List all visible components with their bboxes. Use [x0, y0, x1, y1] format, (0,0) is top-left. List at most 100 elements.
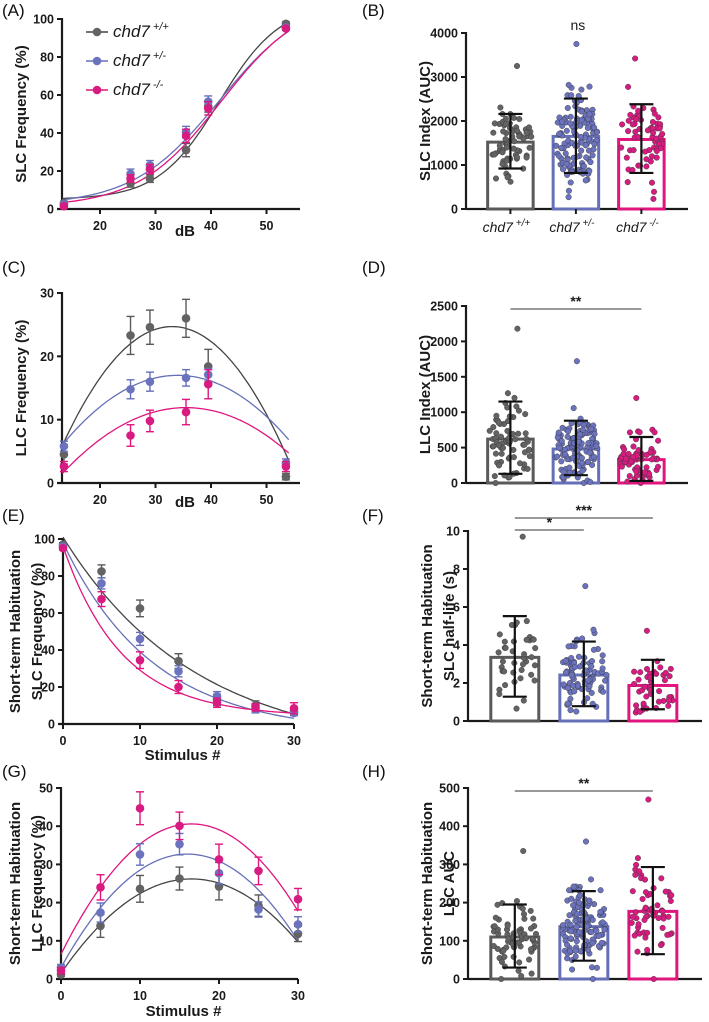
y-tick-label: 0	[453, 715, 460, 729]
data-point-wt	[514, 154, 521, 161]
data-point-het	[560, 681, 567, 688]
y-tick-label: 2500	[430, 300, 458, 314]
y-tick-label: 20	[39, 896, 53, 910]
data-point-het	[554, 453, 561, 460]
data-point-mut	[655, 114, 662, 121]
data-point-het	[570, 405, 577, 412]
data-point-het	[579, 459, 586, 466]
data-point-wt	[526, 144, 533, 151]
data-point-mut	[659, 130, 666, 137]
data-point-het	[254, 905, 263, 914]
data-point-wt	[491, 923, 498, 930]
data-point-mut	[643, 156, 650, 163]
data-point-het	[583, 838, 590, 845]
data-point-mut	[643, 627, 650, 634]
fit-curve-wt	[61, 325, 290, 461]
data-point-wt	[493, 175, 500, 182]
y-axis-label: SLC half-life (s)	[441, 571, 458, 681]
data-point-wt	[528, 671, 535, 678]
data-point-wt	[531, 677, 538, 684]
data-point-het	[599, 652, 606, 659]
data-point-wt	[96, 921, 105, 931]
x-category-label: chd7 -/-	[616, 218, 659, 235]
data-point-wt	[527, 907, 534, 914]
legend-item-mut: chd7 -/-	[86, 79, 164, 99]
data-point-mut	[632, 871, 639, 878]
data-point-het	[567, 113, 574, 120]
data-point-mut	[642, 889, 649, 896]
data-point-wt	[495, 649, 502, 656]
x-category-label: chd7 +/+	[483, 218, 531, 235]
data-point-mut	[145, 164, 155, 174]
legend-marker	[92, 27, 102, 37]
data-point-mut	[637, 708, 644, 715]
y-tick-label: 40	[41, 644, 55, 658]
x-tick-label: 40	[204, 493, 218, 507]
data-point-wt	[511, 394, 518, 401]
data-point-mut	[175, 821, 184, 831]
data-point-wt	[494, 945, 501, 952]
data-point-het	[570, 902, 577, 909]
data-point-wt	[498, 450, 505, 457]
data-point-wt	[493, 430, 500, 437]
data-point-mut	[633, 395, 640, 402]
data-point-het	[572, 947, 579, 954]
legend-marker	[92, 56, 102, 66]
data-point-het	[556, 130, 563, 137]
y-tick-label: 2000	[430, 335, 458, 349]
data-point-wt	[175, 874, 184, 883]
data-point-wt	[502, 136, 509, 143]
data-point-mut	[135, 803, 145, 813]
data-point-wt	[491, 473, 498, 480]
y-tick-label: 20	[40, 165, 54, 179]
data-point-wt	[523, 154, 530, 161]
y-tick-label: 2	[453, 677, 460, 691]
data-point-wt	[523, 618, 530, 625]
data-point-het	[564, 104, 571, 111]
data-point-het	[602, 677, 609, 684]
data-point-wt	[492, 480, 499, 487]
data-point-het	[565, 187, 572, 194]
data-point-mut	[635, 107, 642, 114]
data-point-mut	[633, 702, 640, 709]
data-point-mut	[642, 904, 649, 911]
data-point-het	[572, 953, 579, 960]
data-point-wt	[513, 705, 520, 712]
data-point-wt	[526, 453, 533, 460]
data-point-wt	[514, 127, 521, 134]
data-point-het	[573, 358, 580, 365]
data-point-wt	[502, 644, 509, 651]
data-point-mut	[658, 875, 665, 882]
y-axis-label: Short-term Habituation	[419, 802, 436, 965]
data-point-wt	[507, 178, 514, 185]
data-point-mut	[626, 429, 633, 436]
data-point-het	[589, 940, 596, 947]
data-point-mut	[650, 129, 657, 136]
data-point-wt	[504, 922, 511, 929]
x-tick-label: 30	[149, 219, 163, 233]
data-point-het	[564, 941, 571, 948]
data-point-het	[565, 194, 572, 201]
data-point-het	[600, 688, 607, 695]
data-point-mut	[655, 915, 662, 922]
data-point-wt	[522, 430, 529, 437]
y-axis-label: Short-term Habituation	[7, 550, 24, 713]
data-point-wt	[520, 848, 527, 855]
data-point-mut	[665, 697, 672, 704]
data-point-wt	[526, 956, 533, 963]
data-point-mut	[56, 966, 66, 975]
data-point-mut	[212, 698, 222, 708]
data-point-het	[568, 671, 575, 678]
data-point-het	[566, 887, 573, 894]
y-axis-label: LLC Frequency (%)	[29, 815, 46, 952]
data-point-het	[174, 666, 183, 676]
data-point-mut	[642, 934, 649, 941]
data-point-mut	[625, 450, 632, 457]
data-point-het	[571, 664, 578, 671]
y-tick-label: 80	[41, 570, 55, 584]
data-point-wt	[174, 656, 183, 666]
y-tick-label: 3000	[430, 71, 458, 85]
data-point-mut	[126, 174, 135, 183]
data-point-het	[558, 144, 565, 151]
